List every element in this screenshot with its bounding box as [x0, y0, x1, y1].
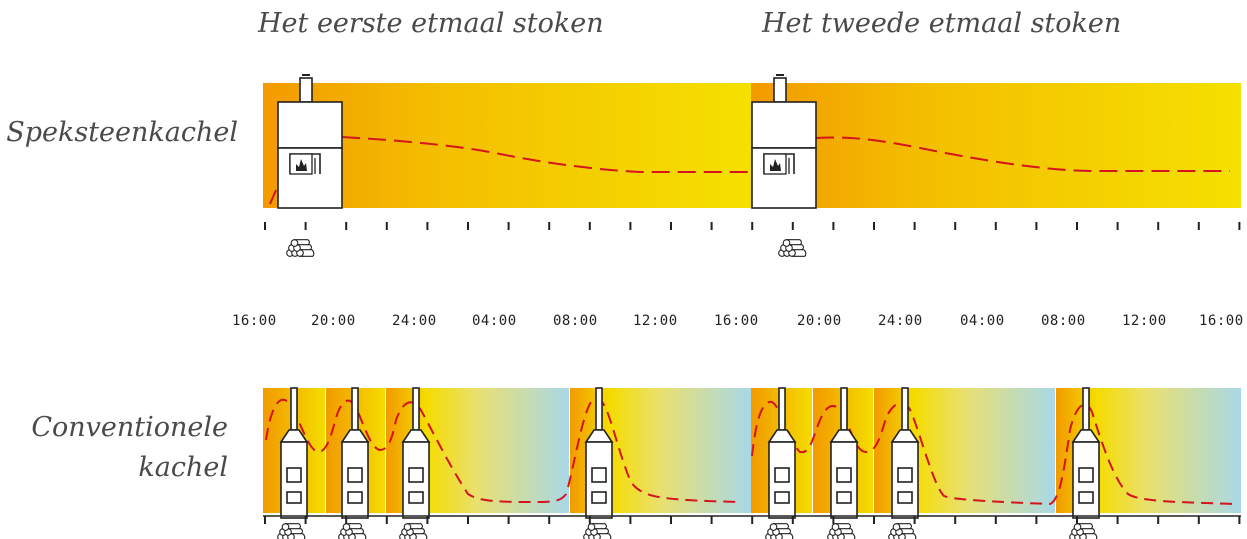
soapstone-heat-band-day1 [263, 83, 751, 208]
second-day-heading: Het tweede etmaal stoken [762, 8, 1122, 39]
conventional-stove-label-line1: Conventionele [31, 412, 228, 443]
soapstone-stove-label: Speksteenkachel [6, 117, 238, 148]
time-label: 12:00 [633, 313, 678, 329]
soapstone-time-ticks [264, 222, 1241, 230]
time-label: 20:00 [311, 313, 356, 329]
time-label: 12:00 [1122, 313, 1167, 329]
wood-logs-icon [888, 523, 917, 539]
conventional-time-ticks [264, 516, 1241, 524]
time-label: 24:00 [878, 313, 923, 329]
wood-logs-icon [286, 239, 315, 257]
first-day-heading: Het eerste etmaal stoken [258, 8, 604, 39]
wood-logs-icon [583, 523, 612, 539]
time-label: 24:00 [392, 313, 437, 329]
time-label: 16:00 [232, 313, 277, 329]
wood-logs-icon [1069, 523, 1098, 539]
time-label: 20:00 [797, 313, 842, 329]
conventional-stove-label-line2: kachel [138, 452, 228, 483]
time-label: 16:00 [1199, 313, 1244, 329]
wood-logs-icon [778, 239, 807, 257]
wood-logs-icon [827, 523, 856, 539]
soapstone-temperature-line-day1 [269, 136, 750, 205]
wood-logs-icon [338, 523, 367, 539]
time-label: 16:00 [714, 313, 759, 329]
time-label: 04:00 [960, 313, 1005, 329]
wood-logs-icon [277, 523, 306, 539]
soapstone-heat-band-day2 [751, 83, 1241, 208]
soapstone-temperature-line-day2 [815, 136, 1230, 172]
time-label: 04:00 [472, 313, 517, 329]
time-label: 08:00 [553, 313, 598, 329]
wood-logs-icon [765, 523, 794, 539]
wood-logs-icon [399, 523, 428, 539]
time-label: 08:00 [1041, 313, 1086, 329]
conventional-stove-label: Conventionele kachel [0, 408, 228, 488]
